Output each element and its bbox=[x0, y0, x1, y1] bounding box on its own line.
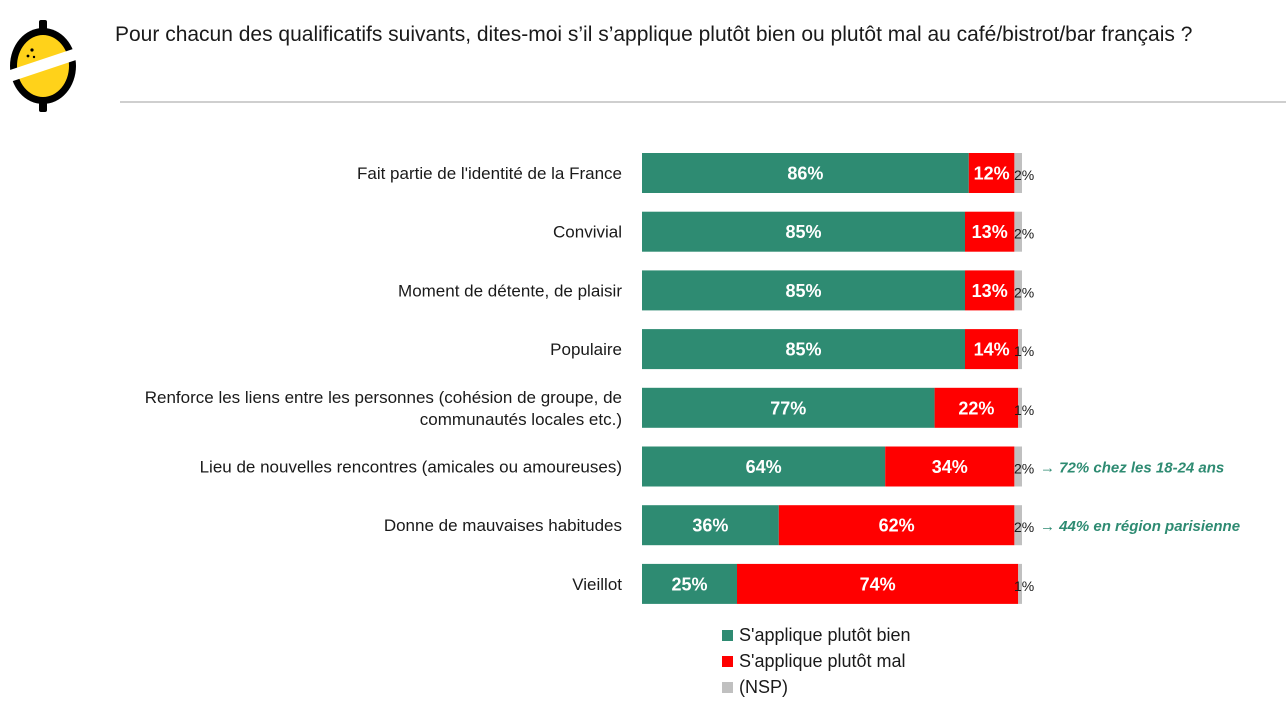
bar-segment-bien bbox=[642, 153, 969, 193]
bar-segment-bien bbox=[642, 387, 935, 428]
data-label-nsp: 2% bbox=[1014, 167, 1034, 183]
data-label-mal: 62% bbox=[879, 516, 915, 536]
legend-swatch bbox=[722, 681, 733, 693]
category-label: Convivial bbox=[553, 223, 622, 242]
category-label-line: Lieu de nouvelles rencontres (amicales o… bbox=[200, 458, 622, 477]
data-label-mal: 34% bbox=[932, 457, 968, 477]
bar-segment-mal bbox=[968, 153, 1015, 193]
legend-item: (NSP) bbox=[722, 674, 911, 700]
bar-segment-nsp bbox=[1014, 446, 1022, 487]
category-label: Populaire bbox=[550, 340, 622, 359]
bar-segment-bien bbox=[642, 505, 779, 546]
data-label-bien: 77% bbox=[770, 398, 806, 418]
category-label: Fait partie de l'identité de la France bbox=[357, 164, 622, 183]
category-label: Moment de détente, de plaisir bbox=[398, 281, 622, 300]
chart-legend: S'applique plutôt bien S'applique plutôt … bbox=[722, 622, 911, 700]
data-label-mal: 22% bbox=[958, 398, 994, 418]
bar-segment-nsp bbox=[1014, 153, 1022, 193]
bar-segment-bien bbox=[642, 563, 737, 604]
bar-segment-mal bbox=[737, 563, 1019, 604]
data-label-bien: 86% bbox=[787, 164, 823, 184]
bar-segment-mal bbox=[885, 446, 1015, 487]
data-label-bien: 36% bbox=[692, 516, 728, 536]
data-label-mal: 74% bbox=[860, 574, 896, 594]
bar-segment-nsp bbox=[1018, 563, 1022, 604]
category-label-line: Convivial bbox=[553, 223, 622, 242]
data-label-nsp: 1% bbox=[1014, 343, 1034, 359]
data-label-nsp: 2% bbox=[1014, 519, 1034, 535]
category-label: Vieillot bbox=[572, 575, 622, 594]
legend-label: S'applique plutôt bien bbox=[739, 625, 911, 645]
category-label-line: Populaire bbox=[550, 340, 622, 359]
bar-segment-mal bbox=[965, 211, 1015, 252]
data-label-bien: 85% bbox=[785, 281, 821, 301]
bar-segment-bien bbox=[642, 329, 965, 370]
lemon-logo-icon bbox=[10, 20, 76, 112]
bar-segment-nsp bbox=[1018, 387, 1022, 428]
legend-label: S'applique plutôt mal bbox=[739, 651, 906, 671]
bar-segment-bien bbox=[642, 446, 886, 487]
category-label-line: Vieillot bbox=[572, 575, 622, 594]
legend-item: S'applique plutôt bien bbox=[722, 622, 911, 648]
data-label-bien: 25% bbox=[671, 574, 707, 594]
bar-segment-bien bbox=[642, 270, 965, 311]
category-label-line: communautés locales etc.) bbox=[420, 410, 622, 429]
data-label-nsp: 1% bbox=[1014, 402, 1034, 418]
bar-segment-bien bbox=[642, 211, 965, 252]
bar-segment-nsp bbox=[1018, 329, 1022, 370]
data-label-mal: 13% bbox=[972, 222, 1008, 242]
data-label-nsp: 2% bbox=[1014, 226, 1034, 242]
data-label-mal: 12% bbox=[974, 164, 1010, 184]
data-label-nsp: 1% bbox=[1014, 578, 1034, 594]
bar-segment-nsp bbox=[1014, 505, 1022, 546]
category-label-line: Renforce les liens entre les personnes (… bbox=[145, 388, 622, 407]
category-label-line: Fait partie de l'identité de la France bbox=[357, 164, 622, 183]
category-label: Lieu de nouvelles rencontres (amicales o… bbox=[200, 458, 622, 477]
bar-segment-nsp bbox=[1014, 270, 1022, 311]
header-divider bbox=[120, 101, 1286, 103]
category-label-line: Moment de détente, de plaisir bbox=[398, 281, 622, 300]
category-label: Renforce les liens entre les personnes (… bbox=[145, 388, 622, 429]
data-label-mal: 14% bbox=[974, 340, 1010, 360]
data-label-bien: 85% bbox=[785, 340, 821, 360]
data-label-mal: 13% bbox=[972, 281, 1008, 301]
bar-segment-mal bbox=[965, 270, 1015, 311]
category-label-line: Donne de mauvaises habitudes bbox=[384, 516, 622, 535]
data-label-nsp: 2% bbox=[1014, 284, 1034, 300]
legend-label: (NSP) bbox=[739, 677, 788, 697]
bar-segment-mal bbox=[778, 505, 1015, 546]
page-title: Pour chacun des qualificatifs suivants, … bbox=[115, 23, 1193, 46]
bar-segment-mal bbox=[934, 387, 1019, 428]
legend-swatch bbox=[722, 655, 733, 667]
legend-item: S'applique plutôt mal bbox=[722, 648, 911, 674]
data-label-bien: 85% bbox=[785, 222, 821, 242]
bar-segment-mal bbox=[965, 329, 1019, 370]
data-label-bien: 64% bbox=[746, 457, 782, 477]
category-label: Donne de mauvaises habitudes bbox=[384, 516, 622, 535]
annotation-note: → 72% chez les 18-24 ans bbox=[1040, 460, 1224, 477]
legend-swatch bbox=[722, 629, 733, 641]
annotation-note: → 44% en région parisienne bbox=[1040, 518, 1240, 535]
data-label-nsp: 2% bbox=[1014, 461, 1034, 477]
bar-segment-nsp bbox=[1014, 211, 1022, 252]
